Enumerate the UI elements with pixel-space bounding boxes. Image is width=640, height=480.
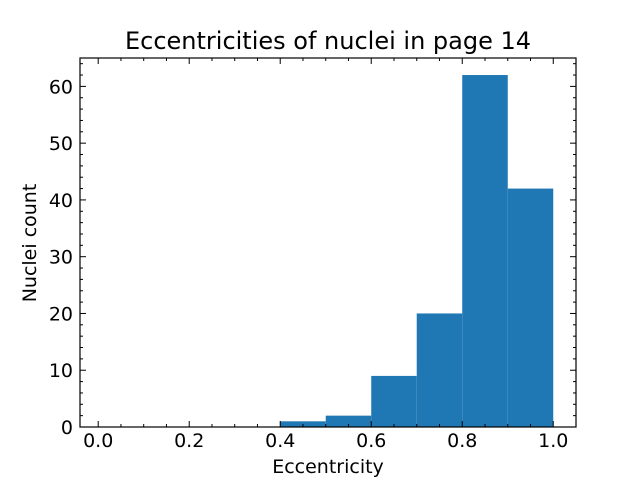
- tick-label: 30: [49, 247, 73, 269]
- tick-label: 10: [49, 360, 73, 382]
- x-axis-label: Eccentricity: [272, 456, 384, 478]
- bars-group: [280, 75, 554, 428]
- tick-label: 0: [61, 417, 73, 439]
- histogram-bar: [416, 313, 463, 427]
- tick-label: 0.6: [356, 430, 386, 452]
- tick-label: 0.2: [174, 430, 204, 452]
- tick-label: 60: [49, 76, 73, 98]
- histogram-bar: [507, 188, 554, 427]
- tick-label: 0.0: [83, 430, 113, 452]
- histogram-bar: [325, 415, 372, 427]
- plot-frame: [79, 57, 577, 428]
- chart-title: Eccentricities of nuclei in page 14: [125, 27, 531, 55]
- tick-label: 0.8: [447, 430, 477, 452]
- tick-label: 1.0: [538, 430, 568, 452]
- ticks-group: 0.0 0.2 0.4 0.6 0.8 1.0 0 10 20 30 40 50 60: [49, 58, 576, 452]
- histogram-bar: [371, 375, 417, 427]
- tick-label: 0.4: [265, 430, 295, 452]
- tick-label: 40: [49, 190, 73, 212]
- tick-label: 20: [49, 303, 73, 325]
- histogram-bar: [462, 75, 508, 428]
- y-axis-label: Nuclei count: [19, 184, 41, 303]
- tick-label: 50: [49, 133, 73, 155]
